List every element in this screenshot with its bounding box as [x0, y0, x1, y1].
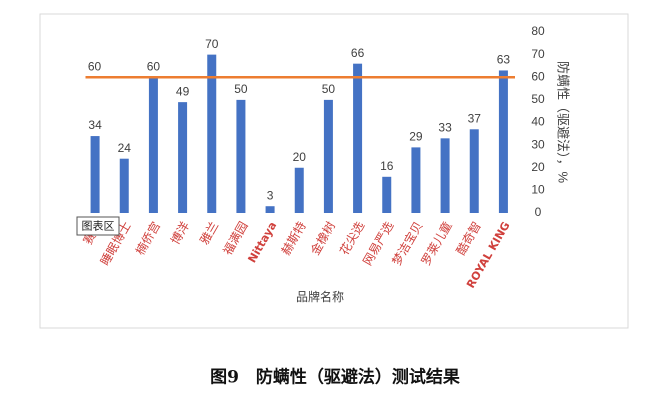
tooltip: 图表区 — [76, 216, 120, 236]
chart-frame — [39, 13, 629, 329]
bar — [440, 138, 450, 213]
y-tick-label: 30 — [531, 137, 545, 151]
value-label: 70 — [205, 37, 219, 51]
bar — [498, 70, 508, 214]
value-label: 3 — [267, 188, 274, 202]
reference-label: 60 — [88, 59, 102, 73]
value-label: 50 — [322, 82, 336, 96]
y-tick-label: 70 — [531, 47, 545, 61]
bar — [382, 176, 392, 213]
value-label: 16 — [380, 159, 394, 173]
value-label: 29 — [409, 130, 423, 144]
bar — [207, 54, 217, 213]
value-label: 34 — [88, 118, 102, 132]
tooltip-box — [76, 216, 120, 236]
bar — [294, 167, 304, 213]
bar — [323, 99, 333, 213]
value-label: 49 — [176, 84, 190, 98]
value-label: 60 — [147, 59, 161, 73]
y-axis-label: 防螨性（驱避法），% — [556, 61, 571, 184]
bar — [178, 102, 188, 213]
value-label: 33 — [438, 121, 452, 135]
y-tick-label: 80 — [531, 24, 545, 38]
bar — [469, 129, 479, 213]
value-label: 24 — [118, 141, 132, 155]
bar — [353, 63, 363, 213]
bar — [90, 136, 100, 213]
y-tick-label: 0 — [535, 205, 542, 219]
y-tick-label: 20 — [531, 160, 545, 174]
y-tick-label: 10 — [531, 183, 545, 197]
y-tick-label: 50 — [531, 92, 545, 106]
bar — [119, 158, 129, 213]
tooltip-text: 图表区 — [82, 218, 115, 232]
value-label: 20 — [293, 150, 307, 164]
bar — [148, 77, 158, 213]
value-label: 50 — [234, 82, 248, 96]
value-label: 66 — [351, 46, 365, 60]
x-axis-label: 品牌名称 — [296, 289, 344, 304]
caption: 图9 防螨性（驱避法）测试结果 — [210, 367, 460, 388]
value-label: 63 — [497, 53, 511, 67]
y-tick-label: 60 — [531, 69, 545, 83]
bar — [265, 206, 275, 213]
bar — [411, 147, 421, 213]
y-tick-label: 40 — [531, 115, 545, 129]
bar — [236, 99, 246, 213]
value-label: 37 — [468, 111, 482, 125]
